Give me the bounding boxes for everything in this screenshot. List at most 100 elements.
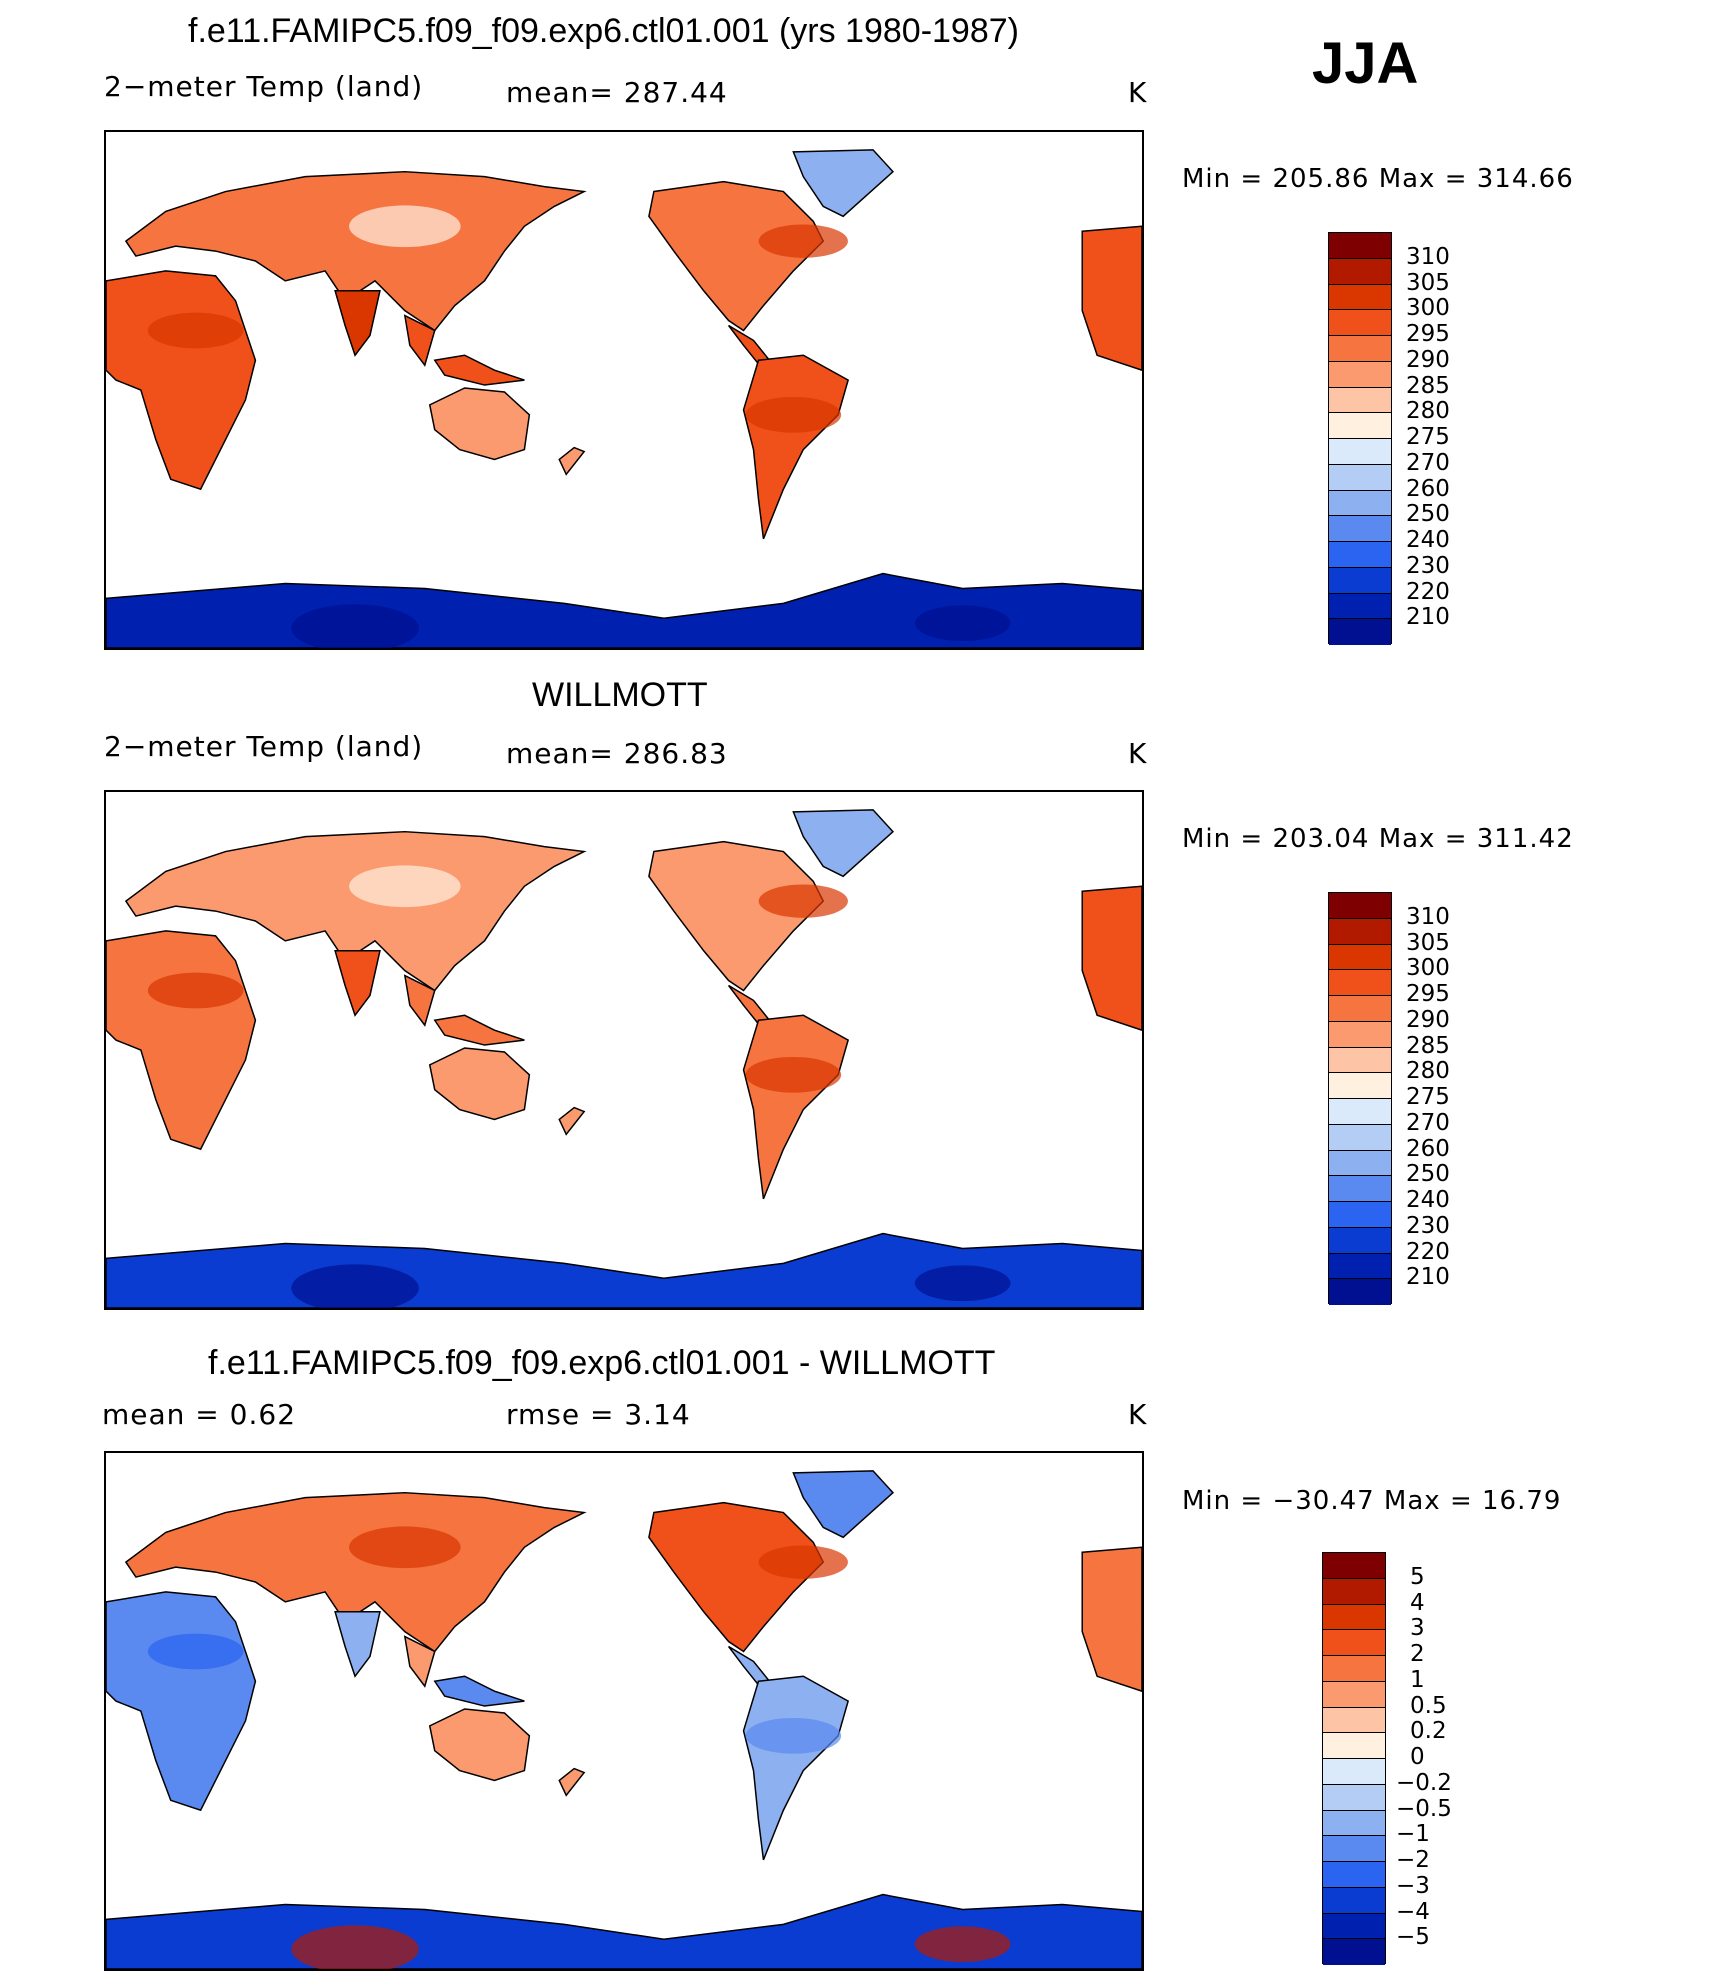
land-nz (558, 446, 586, 476)
colorbar-level-label: −3 (1396, 1872, 1430, 1899)
colorbar-swatch (1329, 542, 1391, 568)
colorbar-level-label: 3 (1410, 1615, 1425, 1642)
panel1-colorbar (1328, 232, 1392, 645)
colorbar-swatch (1329, 516, 1391, 542)
colorbar-level-label: 210 (1406, 604, 1450, 631)
land-nz (558, 1767, 586, 1797)
shading-blob (349, 865, 461, 908)
panel3-units: K (1128, 1398, 1148, 1431)
colorbar-swatch (1329, 1150, 1391, 1177)
colorbar-swatch (1329, 970, 1391, 996)
colorbar-swatch (1329, 464, 1391, 491)
land-namerica (648, 1501, 825, 1653)
land-greenland (792, 809, 895, 878)
colorbar-level-label: 0.5 (1410, 1692, 1447, 1719)
shading-blob (745, 1056, 842, 1093)
land-india (334, 290, 381, 357)
panel1-colorbar-labels: 310 305 300 295 290 285 280 275 270 260 250 240 230 2… (1406, 232, 1486, 644)
colorbar-level-label: −0.5 (1396, 1795, 1452, 1822)
land-nz (558, 1106, 586, 1136)
colorbar-swatch (1329, 1099, 1391, 1125)
colorbar-swatch (1329, 593, 1391, 620)
colorbar-swatch (1329, 387, 1391, 414)
colorbar-swatch (1329, 1279, 1391, 1305)
colorbar-level-label: 5 (1410, 1563, 1425, 1590)
land-europe_edge (1081, 885, 1142, 1031)
panel3-mean: mean = 0.62 (102, 1398, 297, 1431)
colorbar-swatch (1323, 1656, 1385, 1682)
colorbar-swatch (1329, 1253, 1391, 1280)
shading-blob (758, 1545, 848, 1579)
colorbar-level-label: 250 (1406, 1161, 1450, 1188)
land-greenland (792, 149, 895, 218)
colorbar-level-label: 310 (1406, 243, 1450, 270)
land-seasia (403, 314, 436, 367)
colorbar-swatch (1329, 1176, 1391, 1202)
colorbar-swatch (1329, 918, 1391, 945)
colorbar-swatch (1329, 893, 1391, 919)
panel1-units: K (1128, 76, 1148, 109)
panel3-map (104, 1451, 1144, 1971)
panel2-map (104, 790, 1144, 1310)
colorbar-swatch (1329, 284, 1391, 311)
land-islands (433, 1014, 525, 1046)
colorbar-level-label: 220 (1406, 578, 1450, 605)
colorbar-swatch (1329, 1047, 1391, 1074)
colorbar-level-label: 280 (1406, 398, 1450, 425)
colorbar-swatch (1329, 361, 1391, 388)
colorbar-level-label: 250 (1406, 501, 1450, 528)
colorbar-swatch (1323, 1553, 1385, 1579)
colorbar-level-label: 1 (1410, 1666, 1425, 1693)
colorbar-level-label: 290 (1406, 1006, 1450, 1033)
colorbar-swatch (1323, 1836, 1385, 1862)
panel1-map (104, 130, 1144, 650)
colorbar-level-label: 280 (1406, 1058, 1450, 1085)
colorbar-level-label: 305 (1406, 929, 1450, 956)
shading-blob (349, 205, 461, 248)
land-namerica (648, 840, 825, 992)
colorbar-swatch (1329, 1227, 1391, 1254)
colorbar-level-label: 4 (1410, 1589, 1425, 1616)
shading-blob (291, 1925, 419, 1969)
panel2-variable: 2−meter Temp (land) (104, 730, 424, 763)
colorbar-level-label: −4 (1396, 1898, 1430, 1925)
colorbar-swatch (1323, 1784, 1385, 1811)
colorbar-level-label: −2 (1396, 1847, 1430, 1873)
colorbar-swatch (1329, 944, 1391, 971)
panel3-minmax: Min = −30.47 Max = 16.79 (1182, 1486, 1562, 1516)
land-greenland (792, 1470, 895, 1539)
colorbar-level-label: 285 (1406, 372, 1450, 399)
colorbar-level-label: 295 (1406, 321, 1450, 347)
colorbar-level-label: 305 (1406, 269, 1450, 296)
colorbar-level-label: 300 (1406, 955, 1450, 982)
colorbar-level-label: 290 (1406, 346, 1450, 373)
land-india (334, 950, 381, 1017)
colorbar-swatch (1323, 1604, 1385, 1631)
panel2-minmax: Min = 203.04 Max = 311.42 (1182, 824, 1574, 854)
land-seasia (403, 1635, 436, 1688)
colorbar-level-label: −0.2 (1396, 1769, 1452, 1796)
colorbar-level-label: 260 (1406, 1135, 1450, 1162)
shading-blob (745, 1717, 842, 1754)
shading-blob (758, 884, 848, 918)
colorbar-level-label: 275 (1406, 1084, 1450, 1110)
panel2-colorbar-labels: 310 305 300 295 290 285 280 275 270 260 250 240 230 2… (1406, 892, 1486, 1304)
colorbar-swatch (1329, 1124, 1391, 1151)
colorbar-level-label: 240 (1406, 1187, 1450, 1213)
colorbar-level-label: 220 (1406, 1238, 1450, 1265)
land-seasia (403, 974, 436, 1027)
season-label: JJA (1312, 31, 1419, 96)
shading-blob (745, 396, 842, 433)
colorbar-level-label: −1 (1396, 1821, 1430, 1848)
panel2-mean: mean= 286.83 (506, 737, 728, 770)
colorbar-swatch (1323, 1810, 1385, 1837)
panel3-map-svg (106, 1470, 1142, 1969)
panel2-map-svg (106, 809, 1142, 1308)
panel3-title: f.e11.FAMIPC5.f09_f09.exp6.ctl01.001 - W… (208, 1344, 996, 1382)
panel1-variable: 2−meter Temp (land) (104, 70, 424, 103)
colorbar-level-label: 310 (1406, 903, 1450, 930)
shading-blob (914, 1926, 1011, 1963)
colorbar-level-label: 0.2 (1410, 1718, 1447, 1745)
panel1-title: f.e11.FAMIPC5.f09_f09.exp6.ctl01.001 (yr… (188, 12, 1019, 50)
colorbar-swatch (1323, 1630, 1385, 1656)
